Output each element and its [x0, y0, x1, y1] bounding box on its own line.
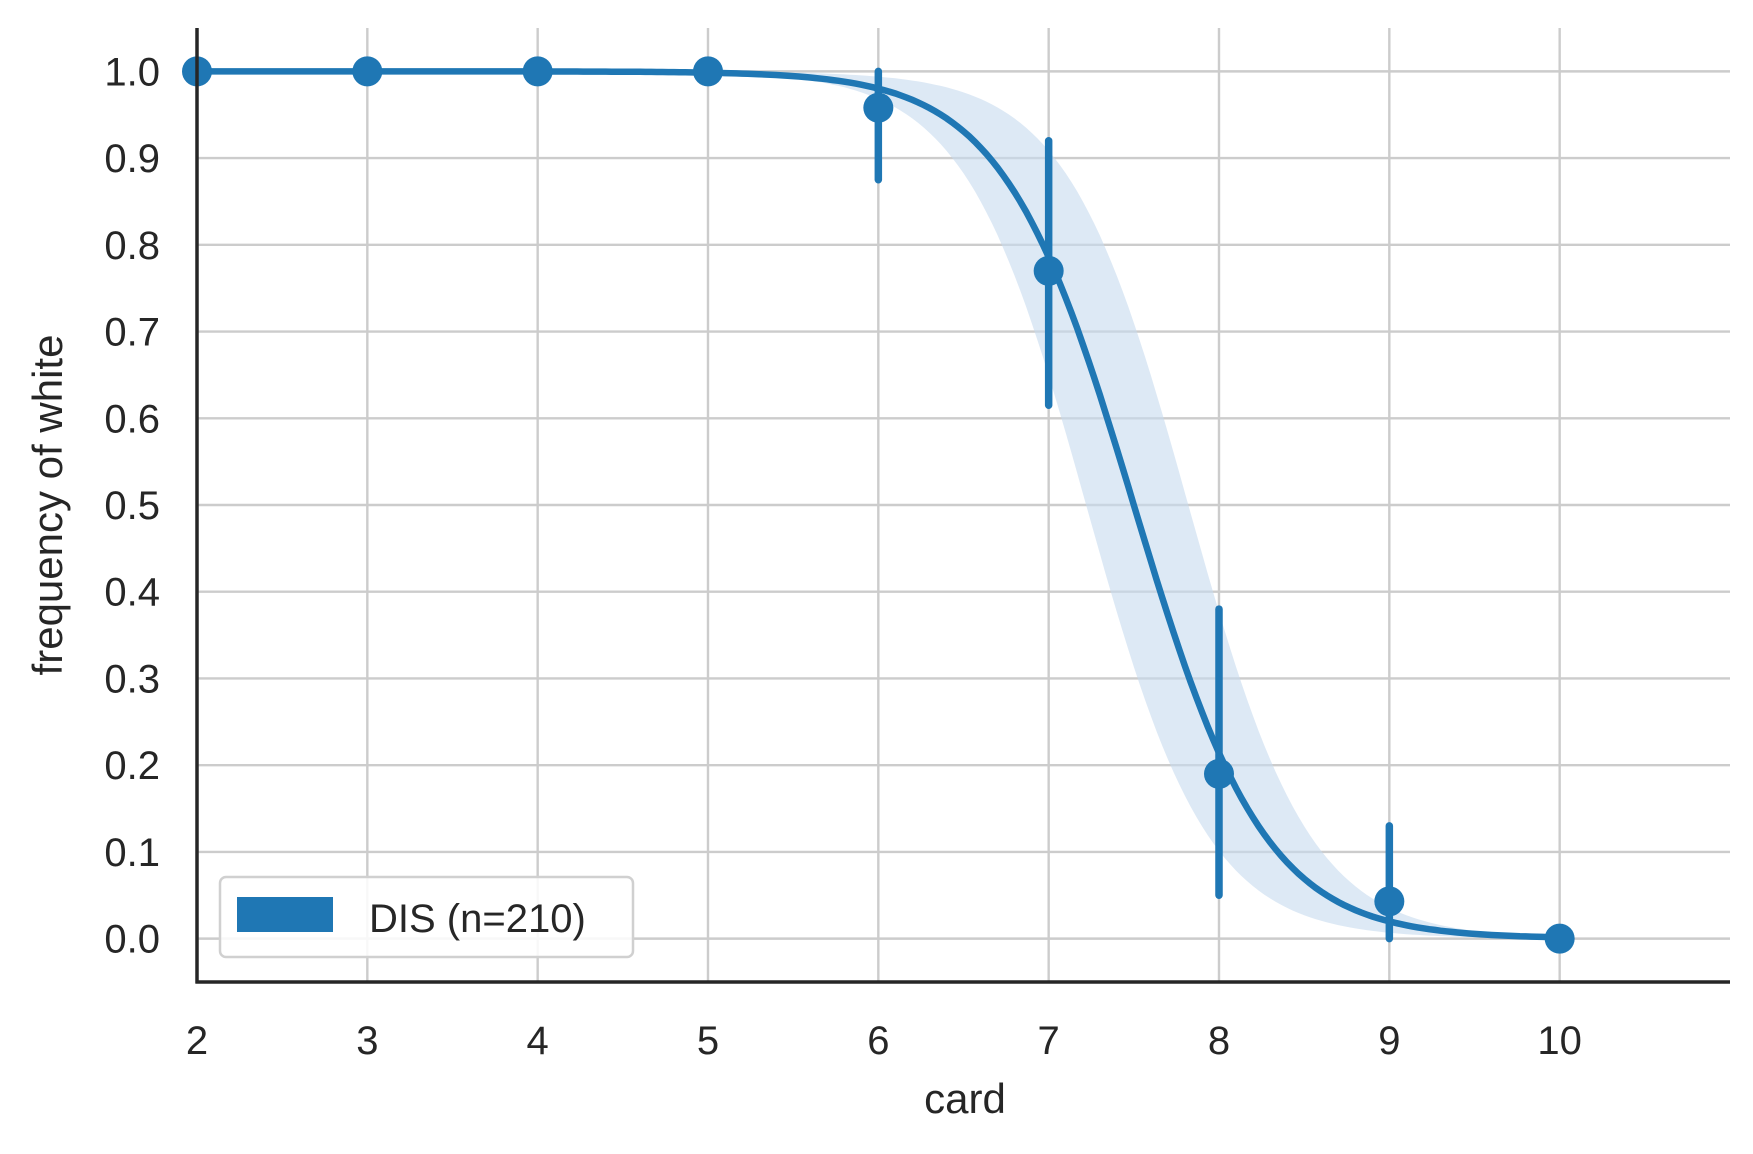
- data-point: [1033, 255, 1064, 286]
- axes: [195, 28, 1730, 984]
- data-point: [1374, 886, 1405, 917]
- data-point: [863, 92, 894, 123]
- legend-label: DIS (n=210): [369, 897, 586, 941]
- y-tick-label: 1.0: [104, 50, 160, 94]
- x-tick-label: 2: [186, 1019, 208, 1063]
- data-point: [1544, 923, 1575, 954]
- y-tick-label: 0.2: [104, 744, 160, 788]
- error-bars: [874, 67, 1394, 943]
- y-tick-label: 0.7: [104, 311, 160, 355]
- y-tick-label: 0.1: [104, 831, 160, 875]
- x-tick-label: 5: [697, 1019, 719, 1063]
- x-tick-label: 8: [1208, 1019, 1230, 1063]
- x-axis-label: card: [924, 1075, 1006, 1122]
- y-tick-labels: 0.0 0.1 0.2 0.3 0.4 0.5 0.6 0.7 0.8 0.9 1.0: [104, 50, 160, 961]
- y-tick-label: 0.6: [104, 397, 160, 441]
- y-tick-label: 0.9: [104, 137, 160, 181]
- data-point: [522, 56, 553, 87]
- legend-swatch: [237, 897, 333, 932]
- y-tick-label: 0.5: [104, 484, 160, 528]
- data-point: [352, 56, 383, 87]
- x-tick-label: 3: [356, 1019, 378, 1063]
- y-axis-label: frequency of white: [24, 335, 71, 676]
- y-tick-label: 0.4: [104, 571, 160, 615]
- data-point: [693, 56, 723, 87]
- x-tick-label: 7: [1038, 1019, 1060, 1063]
- y-tick-label: 0.0: [104, 918, 160, 962]
- data-point: [1204, 758, 1234, 789]
- data-points: [182, 56, 1575, 954]
- grid: [195, 28, 1730, 982]
- x-tick-label: 9: [1378, 1019, 1400, 1063]
- x-tick-labels: 2 3 4 5 6 7 8 9 10: [186, 1019, 1582, 1063]
- y-tick-label: 0.3: [104, 657, 160, 701]
- x-tick-label: 10: [1537, 1019, 1582, 1063]
- y-tick-label: 0.8: [104, 224, 160, 268]
- legend: DIS (n=210): [218, 875, 635, 959]
- x-tick-label: 6: [867, 1019, 889, 1063]
- x-tick-label: 4: [527, 1019, 549, 1063]
